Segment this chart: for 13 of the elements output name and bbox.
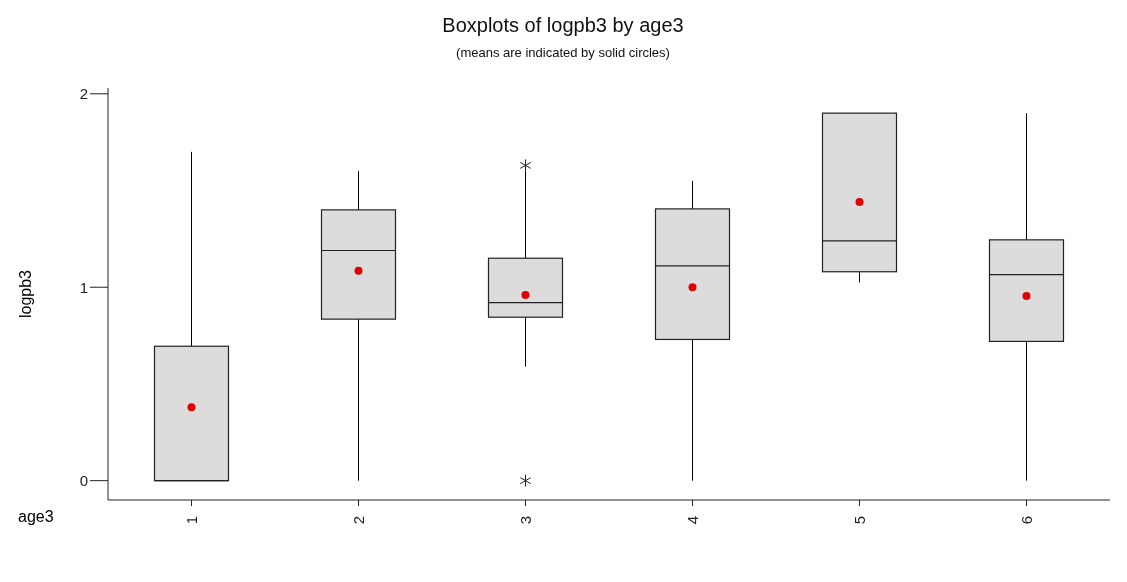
- x-tick-label: 1: [183, 516, 200, 525]
- chart-title: Boxplots of logpb3 by age3: [441, 14, 685, 37]
- chart-subtitle: (means are indicated by solid circles): [455, 45, 671, 60]
- y-tick-label: 1: [79, 278, 88, 296]
- y-tick-label: 0: [79, 471, 88, 489]
- y-tick-label: 2: [79, 85, 88, 103]
- x-tick-label: 2: [350, 516, 367, 525]
- x-axis-title: age3: [18, 508, 54, 526]
- y-axis-title: logpb3: [17, 269, 35, 319]
- x-tick-label: 3: [517, 516, 534, 525]
- x-tick-label: 4: [684, 516, 701, 525]
- x-tick-label: 5: [851, 516, 868, 525]
- x-tick-label: 6: [1018, 516, 1035, 525]
